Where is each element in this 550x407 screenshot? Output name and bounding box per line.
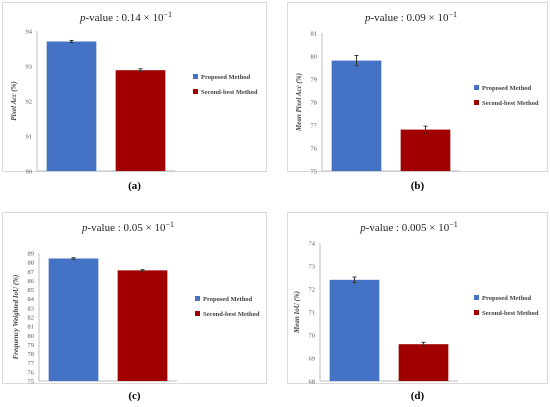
chart-a-bar-second-best <box>115 70 166 171</box>
chart-c-ytick-label: 87 <box>28 269 35 276</box>
chart-c-ytick-label: 83 <box>28 305 35 312</box>
chart-c-legend-swatch <box>195 296 200 301</box>
chart-panel-c: p-value : 0.05 × 10−1 75 76 77 78 79 80 81 82 83 8… <box>2 212 267 386</box>
chart-d-ytick-label: 72 <box>309 287 316 294</box>
chart-b-title-exponent: −1 <box>448 10 457 19</box>
chart-c-ytick-label: 79 <box>28 342 35 349</box>
chart-a-ytick-label: 92 <box>26 99 33 106</box>
chart-b-bar-second-best <box>400 129 451 171</box>
chart-b-legend-swatch <box>474 100 479 105</box>
chart-b-title-p: p <box>364 12 371 24</box>
chart-panel-d: p-value : 0.005 × 10−1 68 69 70 71 72 73 74 Mean… <box>287 212 548 386</box>
panel-label-b: (b) <box>410 180 425 192</box>
chart-c-ytick-label: 75 <box>28 379 35 386</box>
chart-c-ytick-label: 77 <box>28 360 35 367</box>
chart-c-ytick-label: 80 <box>28 333 35 340</box>
chart-c-title-text: -value : 0.05 × 10 <box>87 222 165 234</box>
chart-b-ytick-label: 75 <box>311 169 318 176</box>
chart-d-ytick-label: 71 <box>309 310 316 317</box>
chart-d-ytick-label: 70 <box>309 333 316 340</box>
chart-d-title-exponent: −1 <box>449 220 458 229</box>
chart-a-ytick-label: 94 <box>26 29 33 36</box>
chart-d-ytick-label: 74 <box>309 241 316 248</box>
chart-c-ytick-label: 78 <box>28 351 35 358</box>
chart-a-legend-swatch <box>193 74 198 79</box>
chart-a-title-p: p <box>79 12 86 24</box>
chart-d-bar-second-best <box>398 344 449 381</box>
chart-c-bar-proposed <box>48 258 99 381</box>
chart-a-title: p-value : 0.14 × 10−1 <box>79 10 172 24</box>
chart-b-legend-label: Proposed Method <box>482 85 532 92</box>
chart-d-legend-swatch <box>474 310 479 315</box>
chart-c-ylabel: Frequency Weighted IoU (%) <box>12 275 20 360</box>
chart-b-title-text: -value : 0.09 × 10 <box>370 12 448 24</box>
chart-c-title-exponent: −1 <box>165 220 174 229</box>
chart-d-ytick-label: 73 <box>309 264 316 271</box>
chart-c-ytick-label: 82 <box>28 315 35 322</box>
chart-c-ytick-label: 89 <box>28 251 35 258</box>
chart-b-ytick-label: 81 <box>311 31 318 38</box>
chart-c-ytick-label: 86 <box>28 278 35 285</box>
chart-c-svg: p-value : 0.05 × 10−1 75 76 77 78 79 80 81 82 83 8… <box>12 220 260 386</box>
chart-b-legend-label: Second-best Method <box>482 100 539 107</box>
chart-a-ytick-label: 93 <box>26 64 33 71</box>
panel-label-a: (a) <box>128 180 141 192</box>
chart-c-bar-second-best <box>117 270 168 381</box>
chart-c-ytick-label: 81 <box>28 324 35 331</box>
chart-panel-b: p-value : 0.09 × 10−1 75 76 77 78 79 80 81 Mean … <box>287 2 548 176</box>
chart-d-ytick-label: 69 <box>309 356 316 363</box>
chart-c-legend-swatch <box>195 311 200 316</box>
chart-d-bar-proposed <box>329 279 380 381</box>
chart-b-svg: p-value : 0.09 × 10−1 75 76 77 78 79 80 81 Mean … <box>295 10 539 176</box>
chart-d-title-text: -value : 0.005 × 10 <box>366 222 450 234</box>
chart-b-bar-proposed <box>331 60 382 171</box>
panel-label-d: (d) <box>410 390 425 402</box>
chart-d-ylabel: Mean IoU (%) <box>293 291 301 334</box>
chart-a-legend-label: Second-best Method <box>201 89 258 96</box>
chart-c-ytick-label: 88 <box>28 260 35 267</box>
chart-c-legend-label: Proposed Method <box>203 296 253 303</box>
chart-a-title-text: -value : 0.14 × 10 <box>85 12 163 24</box>
chart-d-legend-swatch <box>474 295 479 300</box>
panel-label-c: (c) <box>128 390 141 402</box>
chart-b-title: p-value : 0.09 × 10−1 <box>364 10 457 24</box>
chart-d-ytick-label: 68 <box>309 379 316 386</box>
chart-a-legend-swatch <box>193 89 198 94</box>
chart-b-ytick-label: 78 <box>311 100 318 107</box>
chart-d-legend-label: Proposed Method <box>482 295 532 302</box>
chart-a-ylabel: Pixel Acc (%) <box>10 81 18 120</box>
chart-c-ytick-label: 84 <box>28 296 35 303</box>
chart-b-ytick-label: 77 <box>311 123 318 130</box>
chart-c-ytick-label: 76 <box>28 369 35 376</box>
chart-b-ytick-label: 79 <box>311 77 318 84</box>
chart-b-ylabel: Mean Pixel Acc (%) <box>295 73 303 132</box>
chart-b-legend-swatch <box>474 85 479 90</box>
chart-c-legend-label: Second-best Method <box>203 311 260 318</box>
chart-a-svg: p-value : 0.14 × 10−1 90 91 92 93 94 Pixel Acc… <box>10 10 258 176</box>
chart-b-ytick-label: 80 <box>311 54 318 61</box>
chart-d-title: p-value : 0.005 × 10−1 <box>359 220 458 234</box>
chart-a-legend-label: Proposed Method <box>201 74 251 81</box>
chart-d-title-p: p <box>359 222 366 234</box>
chart-a-bar-proposed <box>46 41 97 171</box>
chart-c-title-p: p <box>81 222 88 234</box>
chart-c-title: p-value : 0.05 × 10−1 <box>81 220 174 234</box>
chart-b-ytick-label: 76 <box>311 146 318 153</box>
chart-a-title-exponent: −1 <box>163 10 172 19</box>
chart-d-legend-label: Second-best Method <box>482 310 539 317</box>
chart-d-svg: p-value : 0.005 × 10−1 68 69 70 71 72 73 74 Mean… <box>293 220 539 386</box>
chart-a-ytick-label: 91 <box>26 134 33 141</box>
chart-panel-a: p-value : 0.14 × 10−1 90 91 92 93 94 Pixel Acc… <box>2 2 267 176</box>
chart-a-ytick-label: 90 <box>26 169 33 176</box>
chart-c-ytick-label: 85 <box>28 287 35 294</box>
